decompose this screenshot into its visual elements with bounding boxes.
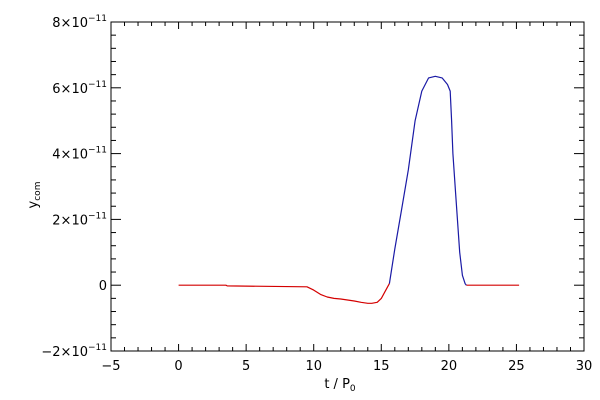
y-tick-label: 8×10−11 <box>52 14 107 31</box>
y-tick-label: 2×10−11 <box>52 211 107 228</box>
y-tick-mantissa: 0 <box>99 279 107 294</box>
y-tick-exponent: −11 <box>88 211 107 221</box>
y-tick-mantissa: 6×10 <box>52 82 88 97</box>
y-axis-title-main: y <box>26 200 41 208</box>
x-tick-labels: −5 0 5 10 15 20 25 30 <box>101 359 592 374</box>
x-tick-label: −5 <box>101 359 120 374</box>
y-tick-mantissa: −2×10 <box>41 345 88 360</box>
y-tick-label: 6×10−11 <box>52 80 107 97</box>
y-axis-title-sub: com <box>33 182 43 201</box>
y-tick-label: 0 <box>99 279 107 294</box>
x-axis-title-sub: 0 <box>350 384 356 394</box>
y-tick-exponent: −11 <box>88 343 107 353</box>
y-tick-exponent: −11 <box>88 146 107 156</box>
series-group <box>178 75 520 304</box>
series-line-2 <box>388 75 467 286</box>
x-axis-title-main: t / P <box>324 377 350 392</box>
y-tick-label: −2×10−11 <box>41 343 107 360</box>
y-tick-mantissa: 2×10 <box>52 213 88 228</box>
y-tick-mantissa: 4×10 <box>52 148 88 163</box>
x-tick-label: 10 <box>305 359 322 374</box>
x-tick-label: 30 <box>576 359 593 374</box>
x-tick-label: 20 <box>441 359 458 374</box>
y-tick-exponent: −11 <box>88 80 107 90</box>
x-tick-label: 5 <box>242 359 250 374</box>
y-tick-mantissa: 8×10 <box>52 16 88 31</box>
tick-marks <box>110 21 585 352</box>
y-axis-title: ycom <box>26 182 43 209</box>
series-line-1 <box>178 283 390 304</box>
x-tick-label: 25 <box>508 359 525 374</box>
x-tick-label: 15 <box>373 359 390 374</box>
plot-frame <box>110 21 585 352</box>
y-tick-label: 4×10−11 <box>52 146 107 163</box>
x-tick-label: 0 <box>174 359 182 374</box>
y-tick-exponent: −11 <box>88 14 107 24</box>
x-axis-title: t / P0 <box>324 377 356 394</box>
